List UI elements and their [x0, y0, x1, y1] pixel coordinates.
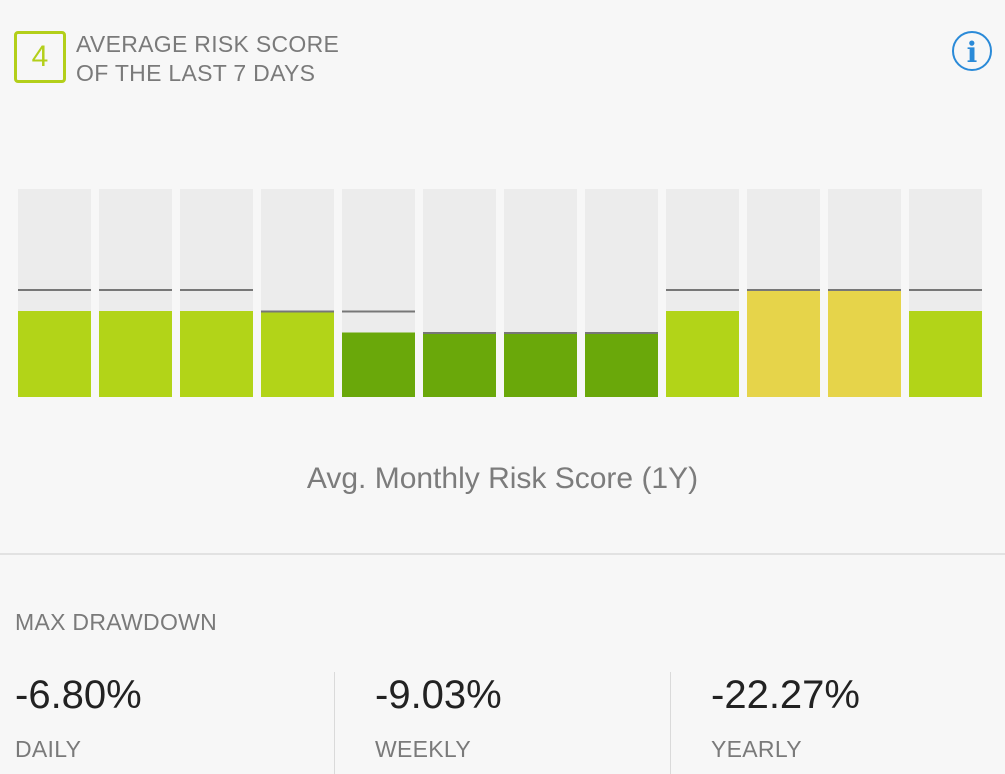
- stat-daily-label: DAILY: [15, 736, 82, 762]
- bar: [18, 311, 91, 397]
- bar: [666, 311, 739, 397]
- stat-separator: [670, 672, 671, 774]
- risk-score-title: AVERAGE RISK SCORE OF THE LAST 7 DAYS: [76, 30, 339, 88]
- stat-weekly-label: WEEKLY: [375, 736, 471, 762]
- stat-weekly: -9.03% WEEKLY: [375, 672, 502, 763]
- stat-yearly-label: YEARLY: [711, 736, 802, 762]
- section-divider: [0, 553, 1005, 555]
- bar: [342, 332, 415, 397]
- bar: [909, 311, 982, 397]
- bar: [504, 332, 577, 397]
- bar: [585, 332, 658, 397]
- risk-score-title-line2: OF THE LAST 7 DAYS: [76, 60, 316, 86]
- bar: [828, 289, 901, 397]
- stat-separator: [334, 672, 335, 774]
- stat-yearly-value: -22.27%: [711, 673, 860, 717]
- chart-label: Avg. Monthly Risk Score (1Y): [306, 462, 699, 495]
- stat-daily-value: -6.80%: [15, 673, 142, 717]
- risk-score-badge: 4: [14, 31, 66, 83]
- bar: [99, 311, 172, 397]
- stat-yearly: -22.27% YEARLY: [711, 672, 860, 763]
- stat-daily: -6.80% DAILY: [15, 672, 142, 763]
- monthly-risk-chart: [18, 189, 982, 397]
- bar: [747, 289, 820, 397]
- stat-weekly-value: -9.03%: [375, 673, 502, 717]
- bar: [423, 332, 496, 397]
- risk-score-title-line1: AVERAGE RISK SCORE: [76, 31, 340, 57]
- info-icon[interactable]: i: [952, 31, 992, 71]
- bar: [180, 311, 253, 397]
- max-drawdown-title: MAX DRAWDOWN: [15, 609, 218, 635]
- risk-score-header: 4 AVERAGE RISK SCORE OF THE LAST 7 DAYS …: [14, 31, 994, 86]
- bar: [261, 311, 334, 397]
